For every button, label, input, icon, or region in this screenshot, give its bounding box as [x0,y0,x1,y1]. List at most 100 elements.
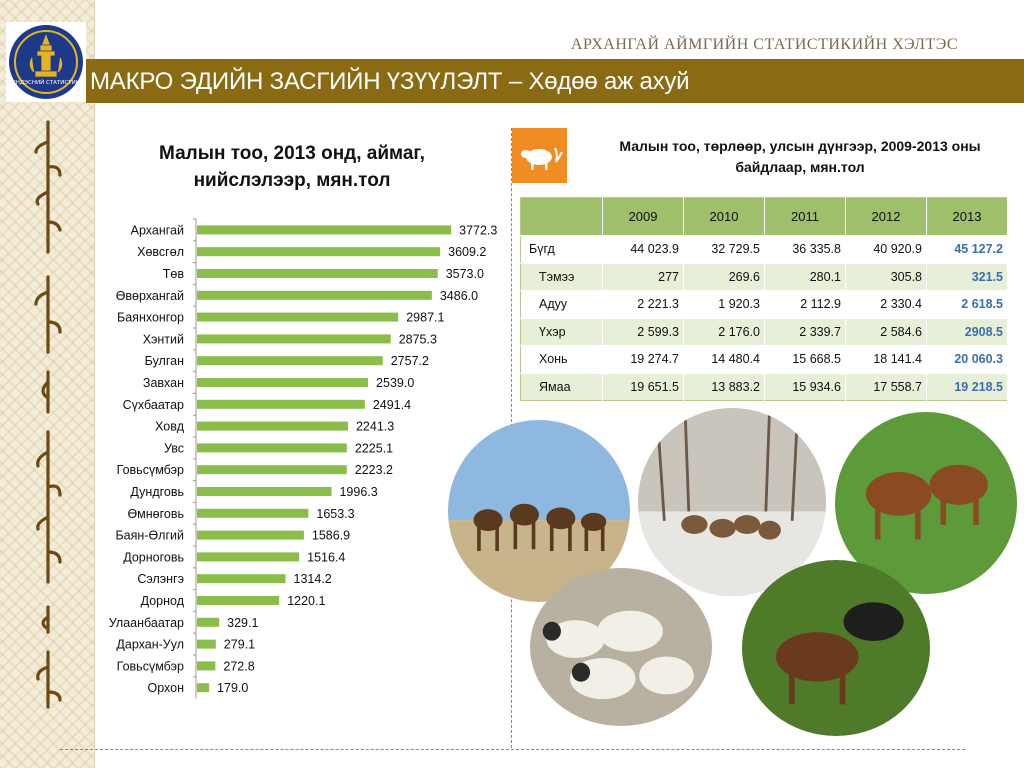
bar [197,356,383,366]
table-cell-2013: 20 060.3 [926,345,1008,373]
table-cell: 15 934.6 [764,372,846,401]
page-title: МАКРО ЭДИЙН ЗАСГИЙН ҮЗҮҮЛЭЛТ – Хөдөө аж … [90,68,690,95]
value-label: 279.1 [224,638,255,652]
table-cell: 17 558.7 [845,372,927,401]
value-label: 1653.3 [316,507,354,521]
agency-header: АРХАНГАЙ АЙМГИЙН СТАТИСТИКИЙН ХЭЛТЭС [570,36,958,53]
row-label: Тэмээ [520,262,603,291]
table-cell: 19 274.7 [602,345,684,373]
table-cell: 277 [602,262,684,291]
bar [197,465,347,475]
category-label: Баян-Өлгий [115,529,184,543]
header-cell: 2013 [926,197,1008,236]
table-cell-2013: 2908.5 [926,317,1008,346]
left-ornament-strip: ҮНДЭСНИЙ СТАТИСТИК [0,0,95,768]
value-label: 1996.3 [339,485,377,499]
table-cell-2013: 2 618.5 [926,290,1008,318]
table-row: Адуу 2 221.3 1 920.3 2 112.9 2 330.4 2 6… [520,290,1008,318]
bar [197,530,304,540]
row-label: Үхэр [520,317,603,346]
table-row: Хонь 19 274.7 14 480.4 15 668.5 18 141.4… [520,345,1008,373]
category-label: Говьсүмбэр [117,659,184,673]
bar [197,508,309,518]
logo-box: ҮНДЭСНИЙ СТАТИСТИК [6,22,86,102]
table-cell: 2 221.3 [602,290,684,318]
value-label: 2875.3 [399,332,437,346]
table-cell-2013: 45 127.2 [926,235,1008,263]
value-label: 2241.3 [356,420,394,434]
value-label: 1314.2 [294,572,332,586]
table-cell: 2 330.4 [845,290,927,318]
bar [197,596,280,605]
header-cell [520,197,603,236]
table-cell: 2 584.6 [845,317,927,346]
bar-chart: Архангай 3772.3 Хөвсгөл 3609.2 Төв 3573.0 Өвөр… [109,218,497,699]
table-cell: 13 883.2 [683,372,765,401]
value-label: 3573.0 [446,267,484,281]
category-label: Дархан-Уул [116,638,184,652]
table-cell: 1 920.3 [683,290,765,318]
row-label: Ямаа [520,372,603,401]
value-label: 2225.1 [355,441,393,455]
table-row: Ямаа 19 651.5 13 883.2 15 934.6 17 558.7… [520,372,1008,401]
value-label: 329.1 [227,616,258,630]
bar [197,399,365,409]
table-title: Малын тоо, төрлөөр, улсын дүнгээр, 2009-… [619,138,981,175]
bar [197,225,452,235]
category-label: Дундговь [130,485,184,499]
goats-photo [742,560,930,736]
header-cell: 2011 [764,197,846,236]
bar [197,312,399,322]
value-label: 2223.2 [355,463,393,477]
bar [197,574,286,584]
bar [197,552,300,562]
category-label: Увс [164,441,184,455]
table-cell: 14 480.4 [683,345,765,373]
value-label: 1516.4 [307,550,345,564]
row-label: Бүгд [520,235,603,263]
value-label: 3486.0 [440,289,478,303]
bar [197,487,332,496]
value-label: 1220.1 [287,594,325,608]
category-label: Архангай [131,223,184,237]
value-label: 2987.1 [406,311,444,325]
category-label: Булган [145,354,184,368]
bar [197,421,348,431]
header-cell: 2012 [845,197,927,236]
table-cell: 280.1 [764,262,846,291]
bar [197,269,438,278]
table-cell-2013: 321.5 [926,262,1008,291]
category-label: Баянхонгор [117,311,184,325]
category-label: Говьсүмбэр [117,463,184,477]
table-cell: 2 112.9 [764,290,846,318]
bar [197,290,432,300]
bar [197,639,216,649]
chart-title: Малын тоо, 2013 онд, аймаг, нийслэлээр, … [159,143,425,191]
sheep-icon [512,128,567,183]
bar [197,247,441,257]
category-label: Орхон [148,681,185,695]
value-label: 3609.2 [448,245,486,259]
value-label: 179.0 [217,681,248,695]
national-statistics-emblem-icon: ҮНДЭСНИЙ СТАТИСТИК [9,25,83,99]
table-cell: 305.8 [845,262,927,291]
category-label: Өвөрхангай [116,289,184,303]
table-cell: 269.6 [683,262,765,291]
row-label: Адуу [520,290,603,318]
bar [197,443,347,453]
category-label: Завхан [143,376,184,390]
table-cell: 2 339.7 [764,317,846,346]
table-cell: 36 335.8 [764,235,846,263]
table-cell-2013: 19 218.5 [926,372,1008,401]
category-label: Өмнөговь [127,507,184,521]
value-label: 272.8 [223,659,254,673]
value-label: 2491.4 [373,398,411,412]
table-cell: 19 651.5 [602,372,684,401]
bottom-divider [60,749,965,750]
value-label: 2539.0 [376,376,414,390]
table-cell: 40 920.9 [845,235,927,263]
table-cell: 32 729.5 [683,235,765,263]
mongolian-script-decoration [34,120,62,709]
bar [197,617,220,627]
table-row: Бүгд 44 023.9 32 729.5 36 335.8 40 920.9… [520,235,1008,263]
